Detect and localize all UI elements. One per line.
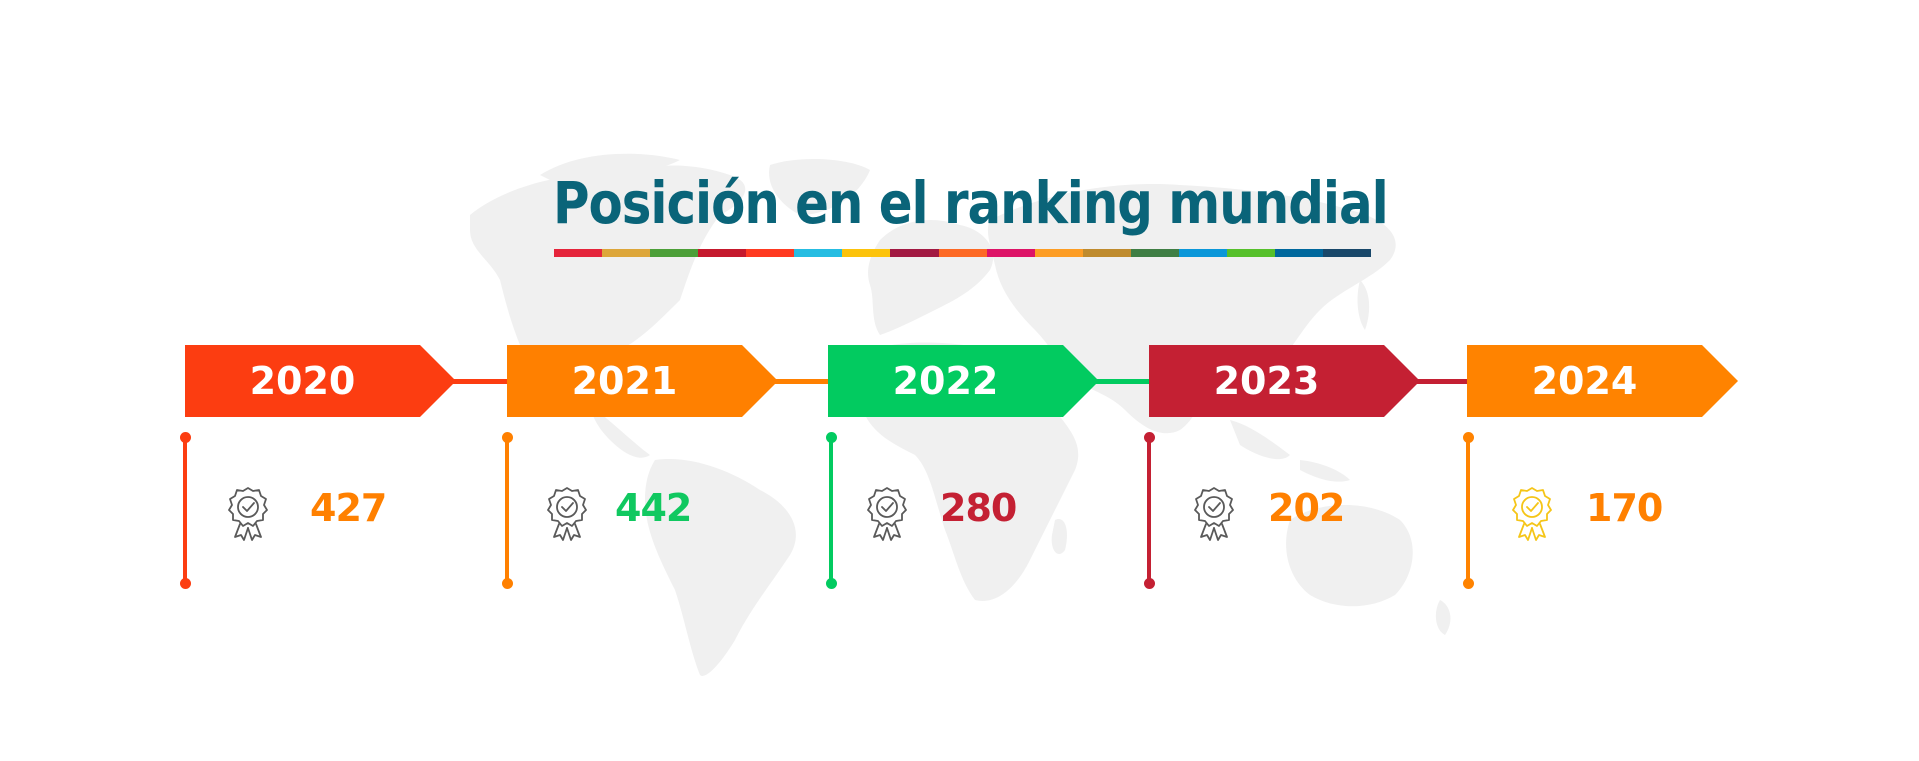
timeline-vertical-line (829, 437, 833, 583)
year-label: 2023 (1213, 359, 1320, 403)
color-segment (602, 249, 651, 257)
timeline-dot (826, 432, 837, 443)
color-segment (890, 249, 939, 257)
award-badge-icon (1194, 487, 1234, 541)
arrow-banner-shape (507, 345, 778, 417)
timeline-dot (1463, 578, 1474, 589)
timeline-dot (180, 578, 191, 589)
page-title: Posición en el ranking mundial (553, 169, 1389, 237)
ranking-value: 202 (1268, 486, 1345, 530)
timeline-vertical-line (1147, 437, 1151, 583)
color-segment (1130, 249, 1179, 257)
color-segment (1323, 249, 1372, 257)
color-segment (698, 249, 747, 257)
timeline-connector (1414, 379, 1472, 384)
color-segment (794, 249, 843, 257)
timeline-connector (450, 379, 510, 384)
color-segment (938, 249, 987, 257)
timeline-dot (1144, 432, 1155, 443)
arrow-banner-shape (828, 345, 1099, 417)
color-segment (842, 249, 891, 257)
ranking-value: 427 (310, 486, 387, 530)
color-segment (1034, 249, 1083, 257)
year-label: 2022 (892, 359, 999, 403)
year-label: 2021 (571, 359, 678, 403)
year-label: 2020 (249, 359, 356, 403)
timeline-dot (826, 578, 837, 589)
color-segment (1274, 249, 1323, 257)
color-segment (1082, 249, 1131, 257)
ranking-value: 442 (615, 486, 692, 530)
sdg-color-bar (554, 249, 1372, 257)
timeline-dot (180, 432, 191, 443)
year-banner-2022: 2022 (828, 345, 1099, 417)
timeline-vertical-line (183, 437, 187, 583)
timeline-connector (1093, 379, 1153, 384)
year-banner-2021: 2021 (507, 345, 778, 417)
color-segment (1226, 249, 1275, 257)
arrow-banner-shape (185, 345, 456, 417)
year-banner-2020: 2020 (185, 345, 456, 417)
year-banner-2023: 2023 (1149, 345, 1420, 417)
timeline-dot (1463, 432, 1474, 443)
color-segment (554, 249, 603, 257)
timeline-dot (502, 578, 513, 589)
award-badge-icon (228, 487, 268, 541)
award-badge-icon-highlighted (1512, 487, 1552, 541)
ranking-value: 280 (940, 486, 1017, 530)
timeline-dot (1144, 578, 1155, 589)
arrow-banner-shape (1149, 345, 1420, 417)
year-label: 2024 (1531, 359, 1638, 403)
award-badge-icon (867, 487, 907, 541)
timeline-dot (502, 432, 513, 443)
color-segment (746, 249, 795, 257)
year-banner-2024: 2024 (1467, 345, 1738, 417)
color-segment (650, 249, 699, 257)
color-segment (986, 249, 1035, 257)
timeline-vertical-line (505, 437, 509, 583)
color-segment (1178, 249, 1227, 257)
timeline-vertical-line (1466, 437, 1470, 583)
award-badge-icon (547, 487, 587, 541)
ranking-value: 170 (1586, 486, 1663, 530)
timeline-connector (772, 379, 832, 384)
arrow-banner-shape (1467, 345, 1738, 417)
